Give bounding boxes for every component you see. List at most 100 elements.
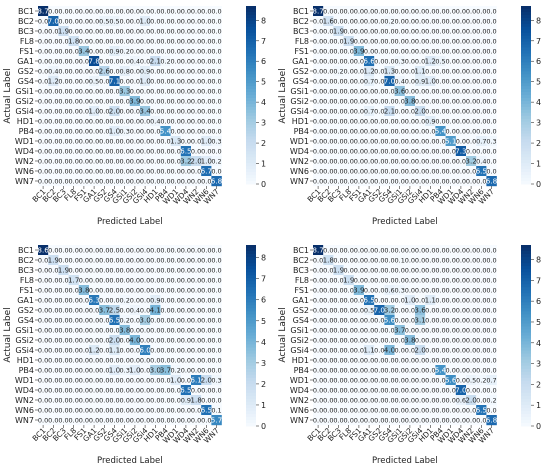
heatmap-cell <box>455 96 467 107</box>
colorbar-segment <box>521 281 531 285</box>
heatmap-cell-value: 0.0 <box>354 77 364 85</box>
heatmap-cell <box>140 415 151 426</box>
heatmap-cell-value: 0.0 <box>191 137 201 145</box>
heatmap-cell-value: 0.0 <box>150 246 160 254</box>
heatmap-cell-value: 0.0 <box>435 306 445 314</box>
heatmap-cell <box>89 46 100 57</box>
colorbar-segment <box>521 269 531 273</box>
heatmap-cell-value: 0.2 <box>120 316 130 324</box>
heatmap-cell-value: 0.0 <box>354 336 364 344</box>
heatmap-cell <box>455 265 467 276</box>
heatmap-cell-value: 0.0 <box>211 17 221 25</box>
heatmap-cell-value: 0.0 <box>140 356 150 364</box>
heatmap-cell <box>119 116 130 127</box>
heatmap-cell-value: 0.0 <box>48 346 58 354</box>
heatmap-cell <box>150 146 161 157</box>
heatmap-cell-value: 0.0 <box>58 177 68 185</box>
heatmap-cell <box>455 295 467 306</box>
heatmap-cell-value: 0.0 <box>374 296 384 304</box>
heatmap-cell <box>323 255 334 266</box>
heatmap-cell-value: 0.0 <box>171 57 181 65</box>
heatmap-cell <box>343 106 354 117</box>
heatmap-cell <box>394 166 405 177</box>
heatmap-cell-value: 4.0 <box>384 345 396 354</box>
heatmap-cell <box>364 295 375 306</box>
heatmap-cell <box>333 66 344 77</box>
heatmap-cell <box>404 146 416 157</box>
colorbar-segment <box>246 413 256 418</box>
heatmap-cell-value: 0.0 <box>323 97 333 105</box>
heatmap-cell-value: 0.0 <box>58 67 68 75</box>
heatmap-cell <box>343 345 354 356</box>
heatmap-cell-value: 0.0 <box>89 416 99 424</box>
colorbar-segment <box>521 68 531 72</box>
heatmap-cell-value: 0.0 <box>405 386 415 394</box>
heatmap-cell <box>486 46 497 57</box>
heatmap-cell-value: 0.0 <box>171 296 181 304</box>
colorbar-segment <box>521 6 531 10</box>
heatmap-cell <box>58 375 69 386</box>
y-tick-label: GS2 <box>18 306 34 315</box>
heatmap-cell-value: 0.0 <box>354 276 364 284</box>
heatmap-cell-value: 1.8 <box>323 255 335 264</box>
heatmap-cell <box>211 106 222 117</box>
heatmap-cell <box>48 66 59 77</box>
heatmap-cell-value: 0.0 <box>415 406 425 414</box>
heatmap-cell <box>313 36 324 47</box>
heatmap-cell-value: 0.0 <box>48 57 58 65</box>
heatmap-cell <box>486 385 497 396</box>
heatmap-cell-value: 0.2 <box>384 17 394 25</box>
heatmap-cell-value: 0.7 <box>486 376 496 384</box>
heatmap-cell <box>140 46 151 57</box>
heatmap-cell-value: 0.0 <box>486 157 496 165</box>
heatmap-cell-value: 0.0 <box>140 306 150 314</box>
heatmap-cell-value: 0.0 <box>69 386 79 394</box>
heatmap-cell-value: 3.8 <box>404 335 416 344</box>
heatmap-cell <box>445 116 456 127</box>
heatmap-cell <box>89 6 100 17</box>
heatmap-cell <box>486 275 497 286</box>
heatmap-cell-value: 0.0 <box>405 316 415 324</box>
heatmap-cell-value: 0.0 <box>486 266 496 274</box>
heatmap-cell <box>404 6 416 17</box>
heatmap-cell <box>333 16 344 27</box>
heatmap-cell-value: 0.0 <box>150 127 160 135</box>
heatmap-cell <box>78 315 90 326</box>
heatmap-cell <box>99 265 110 276</box>
heatmap-cell-value: 1.9 <box>333 26 345 35</box>
heatmap-cell <box>384 355 395 366</box>
heatmap-cell <box>170 275 181 286</box>
heatmap-cell-value: 0.0 <box>313 77 323 85</box>
heatmap-cell <box>48 365 59 376</box>
heatmap-cell <box>374 166 385 177</box>
heatmap-cell <box>58 6 69 17</box>
heatmap-cell <box>445 395 456 406</box>
heatmap-cell-value: 0.0 <box>181 316 191 324</box>
heatmap-cell-value: 0.0 <box>395 396 405 404</box>
heatmap-cell-value: 0.0 <box>120 346 130 354</box>
heatmap-cell <box>425 106 436 117</box>
colorbar-segment <box>521 89 531 93</box>
heatmap-cell <box>191 86 202 97</box>
heatmap-cell-value: 0.0 <box>384 87 394 95</box>
heatmap-cell <box>160 16 171 27</box>
heatmap-cell-value: 0.0 <box>313 17 323 25</box>
heatmap-cell <box>476 365 487 376</box>
heatmap-cell-value: 0.0 <box>211 57 221 65</box>
heatmap-cell-value: 3.0 <box>150 365 162 374</box>
heatmap-cell <box>160 156 171 167</box>
heatmap-cell <box>109 325 120 336</box>
heatmap-cell-value: 0.0 <box>48 177 58 185</box>
heatmap-cell-value: 0.0 <box>384 366 394 374</box>
heatmap-cell-value: 0.0 <box>333 276 343 284</box>
heatmap-cell-value: 0.0 <box>38 67 48 75</box>
heatmap-cell <box>374 76 385 87</box>
heatmap-cell-value: 0.0 <box>140 266 150 274</box>
heatmap-cell <box>323 245 334 256</box>
y-tick-label: BC3 <box>18 27 34 36</box>
colorbar-segment <box>521 275 531 279</box>
heatmap-cell-value: 0.0 <box>201 37 211 45</box>
heatmap-cell <box>333 395 344 406</box>
heatmap-cell-value: 0.0 <box>150 97 160 105</box>
heatmap-cell-value: 0.0 <box>211 296 221 304</box>
